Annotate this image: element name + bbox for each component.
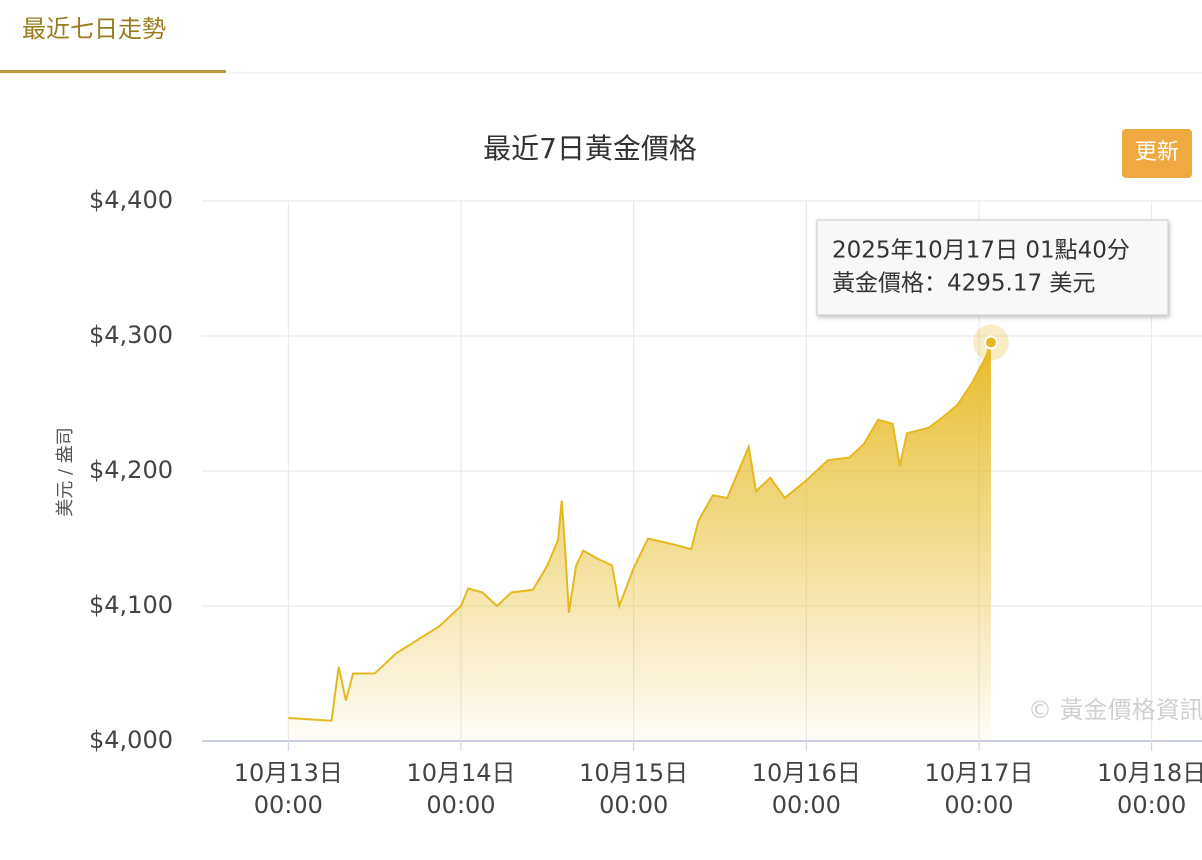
chart-title: 最近7日黃金價格 [483,132,697,165]
x-tick-label: 10月17日 00:00 [924,759,1033,819]
y-axis-label: 美元 / 盎司 [55,427,76,517]
y-tick-label: $4,400 [89,186,173,214]
y-tick-label: $4,200 [89,456,173,484]
tab-underline [0,70,226,73]
x-tick-label: 10月14日 00:00 [406,759,515,819]
tooltip-line: 2025年10月17日 01點40分 [832,238,1130,264]
y-tick-label: $4,100 [89,591,173,619]
refresh-button[interactable]: 更新 [1122,129,1192,178]
highlight-point [983,335,998,350]
button-label[interactable]: 更新 [1135,140,1179,165]
x-tick-label: 10月18日 00:00 [1097,759,1202,819]
x-tick-label: 10月15日 00:00 [579,759,688,819]
button-bg[interactable] [1122,129,1192,178]
watermark: © 黃金價格資訊 [1028,696,1202,724]
area [288,342,991,741]
line [288,342,992,722]
tab-label[interactable]: 最近七日走勢 [22,15,166,43]
tooltip-line: 黃金價格：4295.17 美元 [832,271,1095,297]
y-tick-label: $4,000 [89,726,173,754]
tooltip-box [816,219,1169,316]
x-tick-label: 10月16日 00:00 [752,759,861,819]
y-tick-label: $4,300 [89,321,173,349]
x-tick-label: 10月13日 00:00 [234,759,343,819]
